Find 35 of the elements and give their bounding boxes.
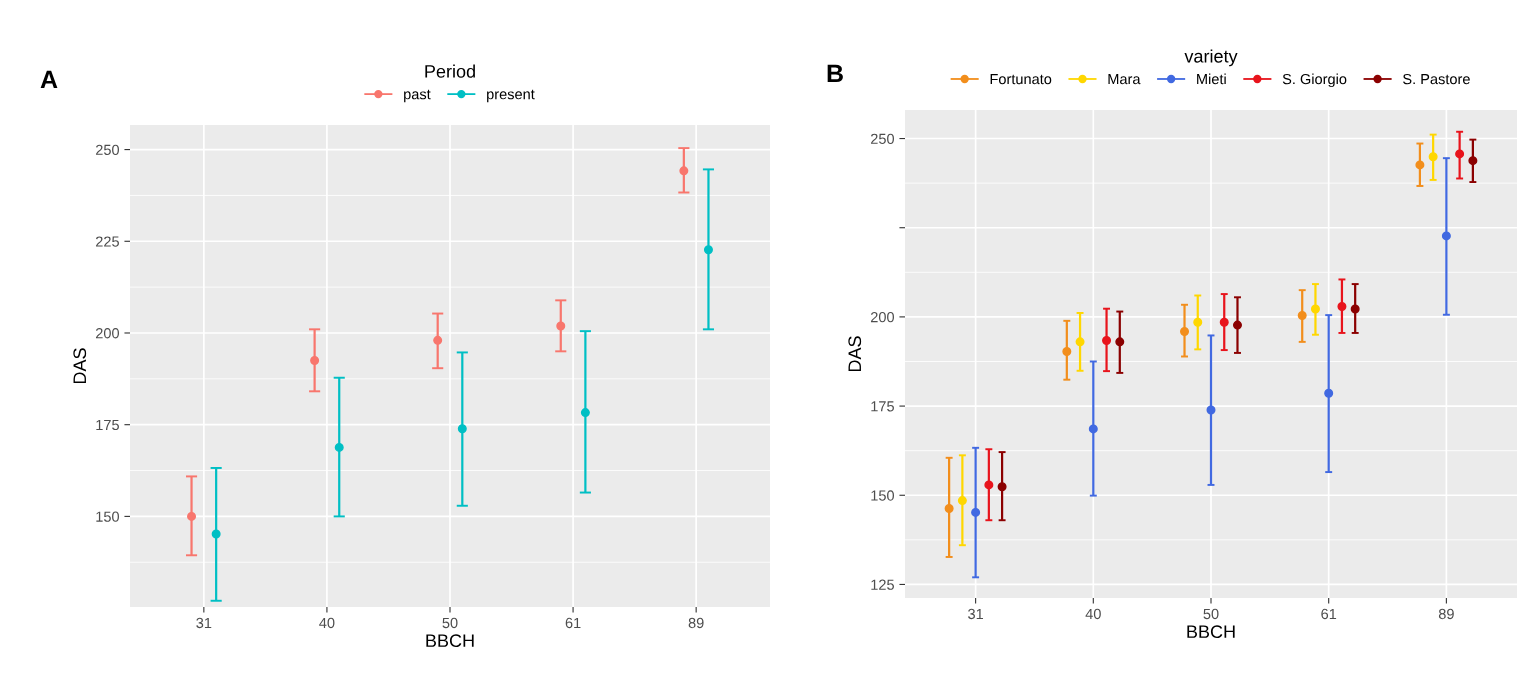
text: B: [827, 64, 843, 82]
x-tick-label: 31: [968, 608, 984, 620]
legend-title: Period: [425, 64, 475, 78]
legend-title: variety: [1184, 49, 1238, 67]
y-tick-label: 150: [96, 511, 120, 522]
x-axis-title: BBCH: [426, 634, 474, 648]
x-tick-label: 50: [1203, 608, 1219, 620]
y-tick-label: 200: [95, 328, 120, 339]
legend-label: present: [487, 89, 535, 103]
y-tick-label: 225: [95, 236, 119, 247]
y-axis-title: DAS: [848, 336, 862, 372]
y-tick-label: 150: [871, 490, 895, 501]
y-tick-label: 175: [96, 419, 119, 431]
x-tick-label: 40: [1085, 608, 1101, 620]
y-tick-label: 125: [871, 579, 894, 590]
legend-label: Fortunato: [990, 74, 1052, 85]
y-tick-label: 250: [870, 133, 895, 144]
x-tick-label: 61: [565, 617, 581, 629]
x-tick-label: 89: [1438, 608, 1454, 620]
x-tick-label: 31: [196, 617, 212, 629]
x-tick-label: 50: [442, 617, 458, 629]
y-tick-label: 200: [870, 312, 895, 323]
y-tick-label: 175: [871, 401, 894, 412]
x-tick-label: 61: [1321, 608, 1337, 620]
x-tick-label: 40: [319, 617, 335, 629]
y-tick-label: 250: [95, 144, 120, 155]
x-axis-title: BBCH: [1187, 625, 1235, 639]
x-tick-label: 89: [688, 617, 704, 629]
y-axis-title: DAS: [73, 348, 87, 384]
legend-label: S. Pastore: [1403, 73, 1470, 85]
legend-label: past: [404, 89, 431, 103]
text: A: [40, 70, 58, 88]
legend-label: Mara: [1108, 74, 1141, 85]
legend-label: S. Giorgio: [1282, 73, 1347, 88]
legend-label: Mieti: [1197, 73, 1226, 85]
